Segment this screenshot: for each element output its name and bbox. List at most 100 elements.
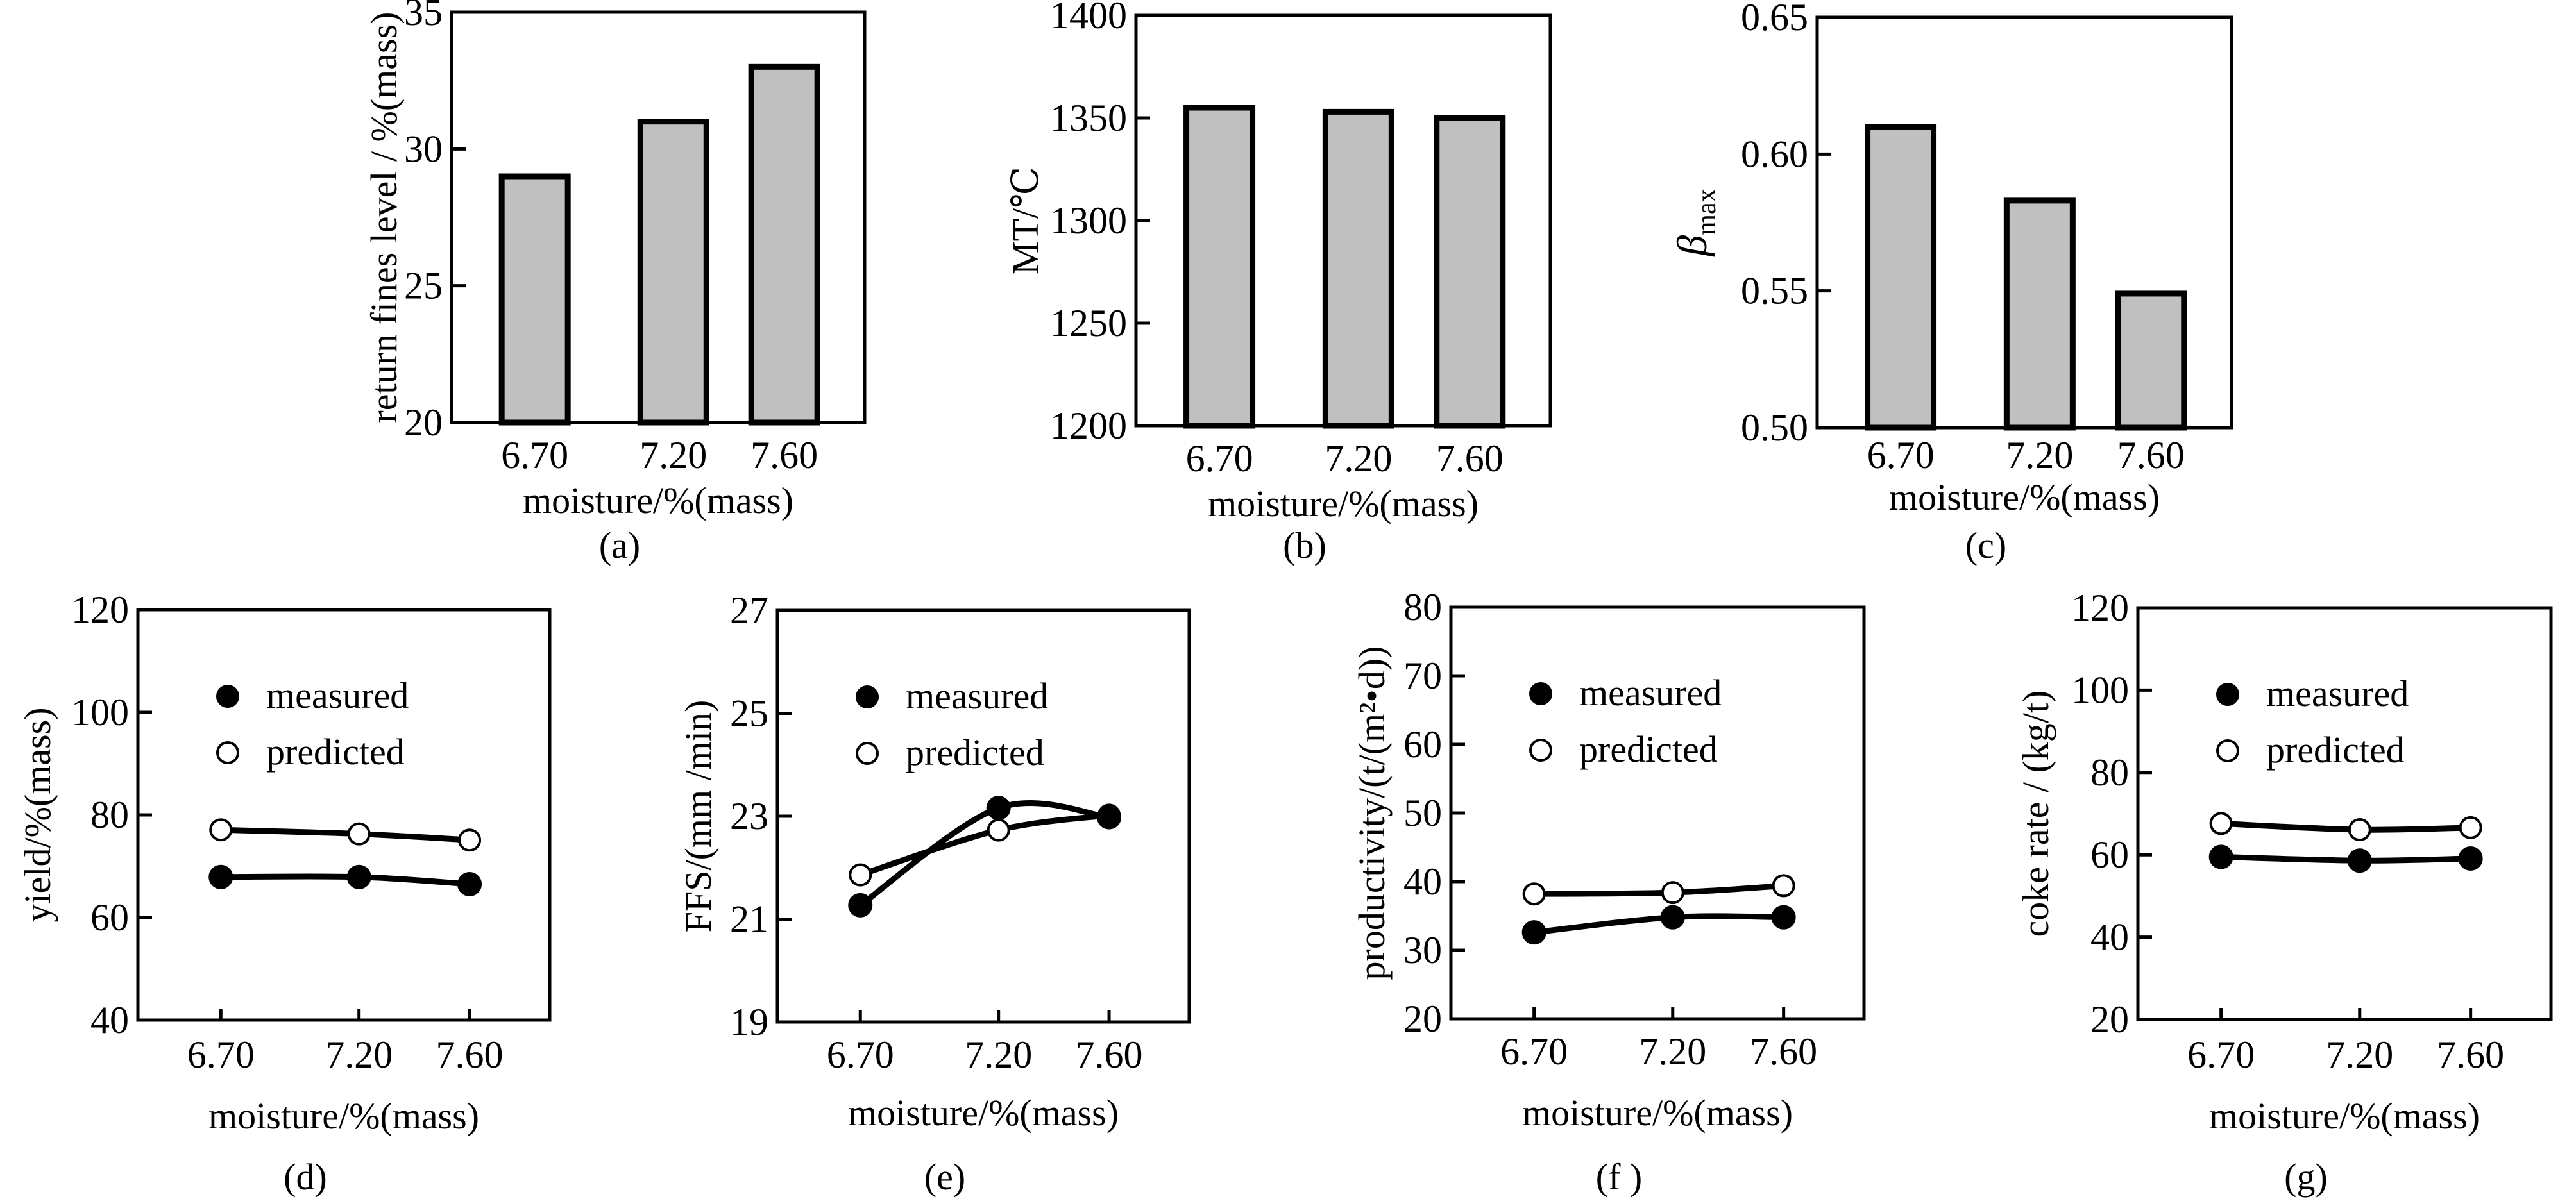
data-point-measured xyxy=(457,872,482,896)
data-point-predicted xyxy=(987,818,1010,842)
series-line-predicted xyxy=(2218,820,2474,833)
legend-label-predicted: predicted xyxy=(906,732,1044,773)
bar-7.20 xyxy=(2003,197,2076,431)
data-point-measured xyxy=(1771,905,1796,930)
y-tick-label: 0.60 xyxy=(1741,133,1808,175)
y-axis-symbol: β xyxy=(1669,235,1716,258)
plot-frame xyxy=(450,10,867,424)
y-tick-label: 120 xyxy=(2071,587,2129,629)
bar-7.60 xyxy=(1434,115,1506,429)
y-tick-label: 60 xyxy=(1403,723,1442,766)
y-tick-label: 40 xyxy=(90,999,129,1041)
legend-open-circle-icon xyxy=(216,741,239,764)
data-point-measured xyxy=(1521,920,1546,945)
x-tick-label: 6.70 xyxy=(1186,437,1253,480)
y-tick-label: 20 xyxy=(2090,998,2129,1041)
data-point-measured xyxy=(208,864,233,889)
legend-open-circle-icon xyxy=(856,742,879,765)
bar-7.20 xyxy=(1322,108,1394,429)
x-tick-label: 6.70 xyxy=(1867,434,1935,476)
chart-e: 19 21 23 25 27 6.70 7.20 7.60 moisture/%(mass) FF… xyxy=(677,589,1191,1198)
x-axis-title: moisture/%(mass) xyxy=(848,1092,1119,1134)
data-point-measured xyxy=(2208,844,2233,869)
panel-label: (b) xyxy=(1283,524,1326,566)
x-tick-label: 7.60 xyxy=(1750,1030,1817,1073)
y-tick-label: 21 xyxy=(730,898,768,941)
panel-label: (c) xyxy=(1965,524,2006,566)
legend-label-measured: measured xyxy=(906,675,1048,717)
y-tick-label: 100 xyxy=(2071,669,2129,711)
chart-f: 20 30 40 50 60 70 80 6.70 7.20 7.60 moisture/%(mas… xyxy=(1351,586,1866,1198)
y-tick-label: 27 xyxy=(730,589,768,632)
y-tick-label: 80 xyxy=(1403,586,1442,628)
y-axis-title: βmax xyxy=(1669,189,1722,257)
x-tick-label: 7.60 xyxy=(436,1034,504,1076)
data-point-measured xyxy=(1097,805,1122,830)
data-point-measured xyxy=(848,893,873,918)
x-axis-title: moisture/%(mass) xyxy=(1522,1092,1793,1134)
x-tick-label: 7.20 xyxy=(2326,1034,2393,1076)
y-tick-label: 100 xyxy=(71,691,129,734)
panel-label: (f ) xyxy=(1596,1156,1642,1198)
x-tick-label: 6.70 xyxy=(187,1034,255,1076)
bar-6.70 xyxy=(1865,124,1937,431)
x-tick-label: 6.70 xyxy=(501,434,568,476)
legend: measured predicted xyxy=(1529,672,1722,770)
series-line-predicted xyxy=(1531,882,1787,897)
data-point-predicted xyxy=(1522,882,1546,906)
y-tick-label: 1400 xyxy=(1050,0,1127,37)
y-tick-label: 23 xyxy=(730,795,768,837)
chart-c: 0.50 0.55 0.60 0.65 6.70 7.20 7.60moisture/%(m… xyxy=(1669,0,2233,566)
series-line-measured xyxy=(217,873,473,887)
y-tick-label: 40 xyxy=(2090,916,2129,959)
y-tick-label: 70 xyxy=(1403,655,1442,697)
x-axis-title: moisture/%(mass) xyxy=(1889,476,2160,518)
legend-open-circle-icon xyxy=(1529,739,1552,762)
data-point-predicted xyxy=(458,828,482,852)
panel-label: (d) xyxy=(284,1156,327,1198)
x-tick-label: 7.20 xyxy=(325,1034,393,1076)
legend-filled-circle-icon xyxy=(1529,682,1552,705)
plot-frame xyxy=(1815,15,2233,430)
legend-label-measured: measured xyxy=(266,675,409,716)
y-tick-label: 20 xyxy=(1403,998,1442,1040)
y-tick-label: 30 xyxy=(1403,929,1442,971)
series-line-measured xyxy=(2218,853,2474,864)
x-axis-title: moisture/%(mass) xyxy=(2209,1095,2480,1137)
x-tick-label: 6.70 xyxy=(2187,1034,2255,1076)
bar-7.60 xyxy=(2115,290,2187,431)
y-tick-label: 30 xyxy=(404,128,443,170)
x-tick-label: 7.60 xyxy=(2437,1034,2504,1076)
y-tick-label: 35 xyxy=(404,0,443,33)
data-point-measured xyxy=(1660,905,1685,930)
y-tick-label: 25 xyxy=(404,265,443,307)
x-tick-label: 7.20 xyxy=(640,434,707,476)
panel-label: (a) xyxy=(599,524,640,566)
data-point-measured xyxy=(986,796,1011,821)
x-tick-label: 7.20 xyxy=(965,1034,1032,1076)
legend-filled-circle-icon xyxy=(216,685,239,708)
plot-frame xyxy=(136,608,552,1022)
plot-frame xyxy=(1449,605,1866,1021)
bar-6.70 xyxy=(1183,105,1256,429)
legend-filled-circle-icon xyxy=(856,685,879,709)
legend: measured predicted xyxy=(216,675,409,773)
y-tick-label: 60 xyxy=(90,896,129,939)
x-tick-label: 7.60 xyxy=(750,434,818,476)
data-point-predicted xyxy=(2209,812,2233,835)
legend: measured predicted xyxy=(856,675,1048,773)
x-tick-label: 7.60 xyxy=(1436,437,1504,480)
bar-7.20 xyxy=(637,119,709,426)
y-axis-title: FFS/(mm /min) xyxy=(677,700,719,933)
legend: measured predicted xyxy=(2216,673,2409,771)
legend-label-measured: measured xyxy=(1579,672,1722,714)
legend-label-measured: measured xyxy=(2266,673,2409,714)
y-tick-label: 80 xyxy=(90,794,129,836)
panel-label: (g) xyxy=(2284,1156,2328,1198)
y-axis-subscript: max xyxy=(1692,189,1722,235)
y-tick-label: 60 xyxy=(2090,834,2129,876)
x-tick-label: 7.60 xyxy=(1076,1034,1143,1076)
y-axis-title: coke rate / (kg/t) xyxy=(2015,691,2056,937)
y-tick-label: 0.65 xyxy=(1741,0,1808,38)
